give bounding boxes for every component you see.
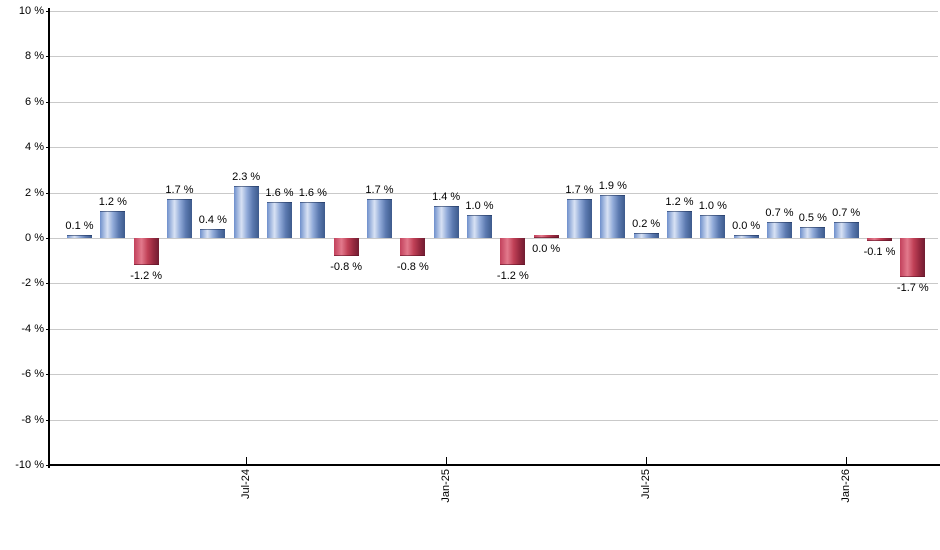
- bar-value-label: 0.7 %: [832, 207, 861, 219]
- return-bar: [67, 235, 92, 238]
- bar-value-label: 0.0 %: [532, 243, 561, 255]
- return-bar: [366, 199, 392, 238]
- return-bar: [333, 238, 359, 256]
- bar-value-label: 0.7 %: [765, 207, 794, 219]
- y-axis-tick-label: -10 %: [15, 459, 44, 471]
- x-axis-tick: [846, 457, 847, 465]
- return-bar: [266, 202, 292, 238]
- return-bar: [233, 186, 259, 238]
- gridline: [50, 420, 938, 421]
- bar-value-label: 1.9 %: [598, 180, 627, 192]
- bar-value-label: 2.3 %: [232, 171, 261, 183]
- x-axis-tick-label: Jul-24: [239, 469, 253, 531]
- return-bar: [133, 238, 159, 265]
- bar-value-label: 1.0 %: [465, 200, 494, 212]
- return-bar: [866, 238, 892, 241]
- gridline: [50, 238, 938, 239]
- bar-value-label: 1.4 %: [432, 191, 461, 203]
- bar-value-label: -0.8 %: [330, 261, 363, 273]
- return-bar: [533, 235, 559, 238]
- gridline: [50, 56, 938, 57]
- return-bar: [733, 235, 759, 238]
- bar-value-label: 1.2 %: [98, 196, 127, 208]
- gridline: [50, 193, 938, 194]
- bar-value-label: -0.8 %: [396, 261, 429, 273]
- return-bar: [300, 202, 326, 238]
- gridline: [50, 102, 938, 103]
- return-bar: [633, 233, 659, 238]
- y-axis-tick-label: 6 %: [25, 96, 44, 108]
- bar-value-label: -1.2 %: [130, 270, 163, 282]
- return-bar: [400, 238, 426, 256]
- gridline: [50, 11, 938, 12]
- bar-value-label: -1.7 %: [896, 282, 929, 294]
- y-axis-tick-label: 4 %: [25, 141, 44, 153]
- bar-value-label: 0.5 %: [798, 212, 827, 224]
- x-axis-tick-label-text: Jul-25: [640, 469, 652, 499]
- x-axis-tick: [646, 457, 647, 465]
- return-bar: [600, 195, 626, 238]
- bar-value-label: 1.7 %: [565, 184, 594, 196]
- bar-value-label: -0.1 %: [863, 246, 896, 258]
- return-bar: [800, 227, 826, 238]
- return-bar: [100, 211, 126, 238]
- x-axis-tick-label: Jan-26: [839, 469, 853, 531]
- x-axis-tick-label: Jul-25: [639, 469, 653, 531]
- y-axis-tick-label: 8 %: [25, 50, 44, 62]
- gridline: [50, 329, 938, 330]
- x-axis-tick-label-text: Jan-25: [440, 469, 452, 503]
- bar-value-label: 1.2 %: [665, 196, 694, 208]
- gridline: [50, 374, 938, 375]
- bar-value-label: -1.2 %: [496, 270, 529, 282]
- return-bar: [900, 238, 926, 277]
- return-bar: [666, 211, 692, 238]
- bar-value-label: 0.0 %: [732, 220, 761, 232]
- bar-value-label: 1.7 %: [165, 184, 194, 196]
- y-axis-tick-label: -4 %: [21, 323, 44, 335]
- x-axis-tick-label-text: Jan-26: [840, 469, 852, 503]
- bar-value-label: 1.6 %: [265, 187, 294, 199]
- gridline: [50, 283, 938, 284]
- x-axis-tick-label: Jan-25: [439, 469, 453, 531]
- return-bar: [433, 206, 459, 238]
- gridline: [50, 147, 938, 148]
- x-axis-line: [50, 464, 940, 466]
- y-axis-line: [48, 8, 50, 468]
- bar-value-label: 1.6 %: [298, 187, 327, 199]
- return-bar: [166, 199, 192, 238]
- return-bar: [500, 238, 526, 265]
- return-bar: [200, 229, 226, 238]
- y-axis-tick-label: 0 %: [25, 232, 44, 244]
- y-axis-tick-label: 2 %: [25, 187, 44, 199]
- y-axis-tick-label: -8 %: [21, 414, 44, 426]
- bar-value-label: 0.2 %: [632, 218, 661, 230]
- return-bar: [766, 222, 792, 238]
- y-axis-tick-label: 10 %: [18, 5, 44, 17]
- return-bar: [700, 215, 726, 238]
- x-axis-tick: [246, 457, 247, 465]
- y-axis-tick-label: -2 %: [21, 277, 44, 289]
- return-bar: [466, 215, 492, 238]
- y-axis-tick-label: -6 %: [21, 368, 44, 380]
- bar-value-label: 1.7 %: [365, 184, 394, 196]
- bar-value-label: 0.1 %: [65, 220, 94, 232]
- return-bar: [566, 199, 592, 238]
- x-axis-tick: [446, 457, 447, 465]
- return-bar: [833, 222, 859, 238]
- x-axis-tick-label-text: Jul-24: [240, 469, 252, 499]
- bar-value-label: 0.4 %: [198, 214, 227, 226]
- bar-value-label: 1.0 %: [698, 200, 727, 212]
